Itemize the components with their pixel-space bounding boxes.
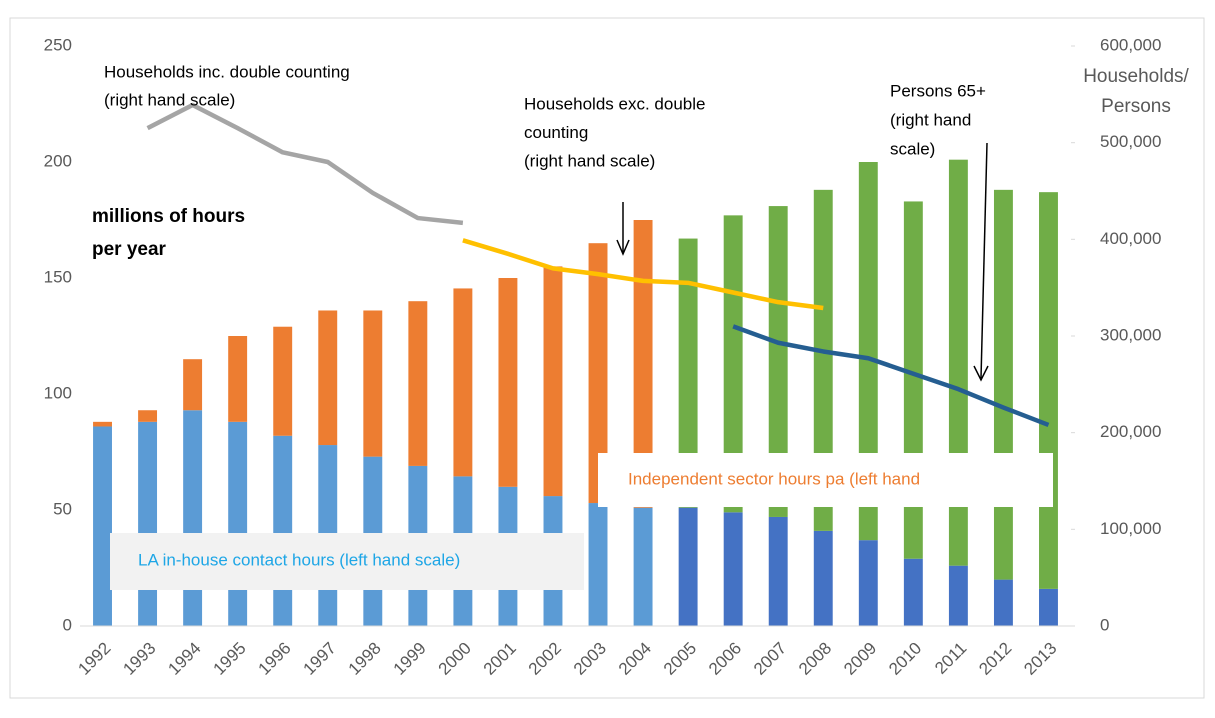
bar [903,558,923,626]
bar [588,503,608,626]
bar [858,162,878,541]
bar [813,189,833,531]
y2-tick-label: 0 [1100,615,1109,634]
annotation: scale) [890,139,935,158]
bar [183,359,203,411]
annotation: Households inc. double counting [104,62,350,81]
overlay: Independent sector hours pa (left hand LA… [92,62,1190,590]
label-box [110,533,584,590]
y-tick-label: 150 [44,267,72,286]
y2-axis-title: Households/ [1083,66,1189,87]
bar [543,266,563,497]
arrow-head [616,239,630,256]
y-axis-title: per year [92,239,167,260]
bar [93,421,112,427]
y2-axis-title: Persons [1101,96,1171,117]
bar [93,426,112,626]
annotation: Persons 65+ [890,81,986,100]
bar [273,326,293,436]
bar [138,421,158,626]
bar [228,421,248,626]
y2-tick-label: 100,000 [1100,519,1161,538]
y2-tick-label: 400,000 [1100,229,1161,248]
annotation: counting [524,123,588,142]
y2-tick-label: 600,000 [1100,35,1161,54]
series-label: LA in-house contact hours (left hand sca… [138,550,460,569]
bar [588,243,608,504]
bar [993,579,1013,626]
arrow-head [973,365,989,382]
bar [993,189,1013,580]
bar [1039,588,1058,626]
bar [408,301,428,466]
y-tick-label: 200 [44,151,72,170]
bar [138,410,158,422]
annotation: Households exc. double [524,94,705,113]
bar [768,516,788,626]
bar [768,206,788,517]
bar [273,435,293,626]
bar [1039,192,1058,589]
y-tick-label: 250 [44,35,72,54]
y-tick-label: 0 [63,615,72,634]
series-label: Independent sector hours pa (left hand [628,469,920,488]
bar [723,512,743,626]
annotation: (right hand scale) [524,151,655,170]
y2-tick-label: 200,000 [1100,422,1161,441]
line [732,324,1050,428]
bar [228,336,248,422]
bar [498,278,518,487]
y2-tick-label: 300,000 [1100,325,1161,344]
y2-tick-label: 500,000 [1100,132,1161,151]
bar [318,310,338,446]
bar [633,507,653,626]
bar [678,238,698,508]
annotation: (right hand scale) [104,90,235,109]
bar [633,220,653,508]
arrow [980,142,988,379]
bar [858,540,878,626]
bar [453,288,473,477]
line [146,102,464,226]
y-tick-label: 50 [53,499,72,518]
y-tick-label: 100 [44,383,72,402]
bar [813,530,833,626]
bar [363,310,383,457]
label-box [598,453,1053,507]
line [462,238,824,311]
bar [183,410,203,626]
annotation: (right hand [890,110,971,129]
bar [948,565,968,626]
y-axis-title: millions of hours [92,206,245,227]
bar [678,507,698,626]
